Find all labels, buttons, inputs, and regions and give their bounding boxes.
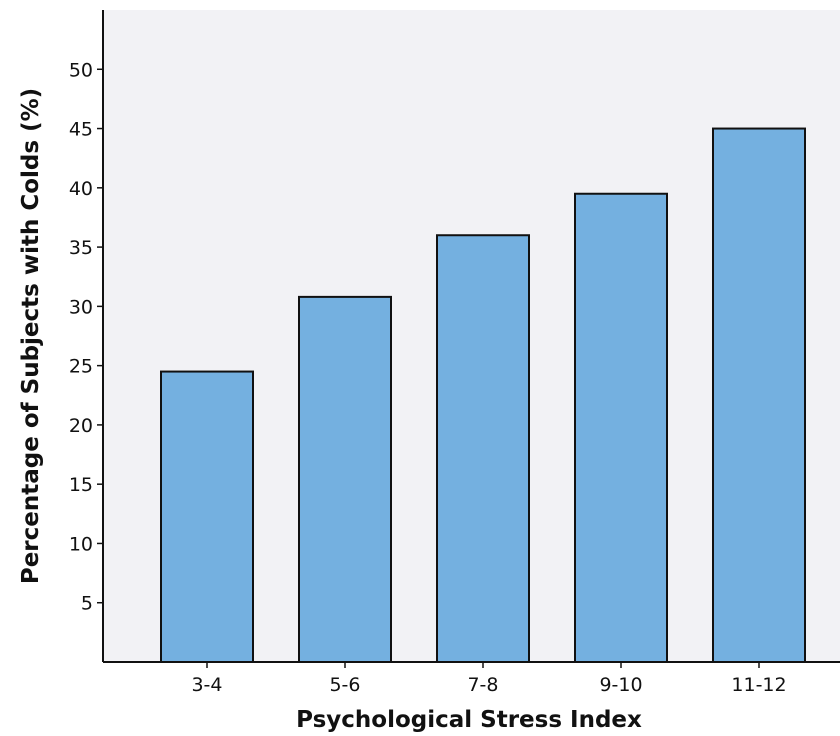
x-tick-label: 9-10 (599, 674, 642, 696)
y-tick-label: 25 (69, 356, 93, 378)
bar-5-6 (298, 295, 392, 663)
y-axis-ticks: 5 10 15 20 25 30 35 40 45 50 (69, 59, 103, 615)
y-tick-label: 10 (69, 533, 93, 555)
x-tick-label: 3-4 (191, 674, 222, 696)
x-axis-title: Psychological Stress Index (296, 707, 642, 733)
x-axis-ticks: 3-4 5-6 7-8 9-10 11-12 (191, 662, 787, 696)
y-tick-label: 20 (69, 415, 93, 437)
y-tick-label: 15 (69, 474, 93, 496)
x-tick-label: 5-6 (329, 674, 360, 696)
y-tick-label: 45 (69, 119, 93, 141)
bar-11-12 (712, 127, 806, 663)
x-tick-label: 11-12 (731, 674, 786, 696)
bars-group (160, 127, 806, 663)
y-tick-label: 50 (69, 59, 93, 81)
y-tick-label: 30 (69, 296, 93, 318)
bar-9-10 (574, 192, 668, 663)
bar-7-8 (436, 234, 530, 663)
bar-3-4 (160, 370, 254, 663)
y-tick-label: 40 (69, 178, 93, 200)
y-axis-title: Percentage of Subjects with Colds (%) (18, 88, 44, 584)
y-tick-label: 35 (69, 237, 93, 259)
x-tick-label: 7-8 (467, 674, 498, 696)
y-tick-label: 5 (81, 593, 93, 615)
